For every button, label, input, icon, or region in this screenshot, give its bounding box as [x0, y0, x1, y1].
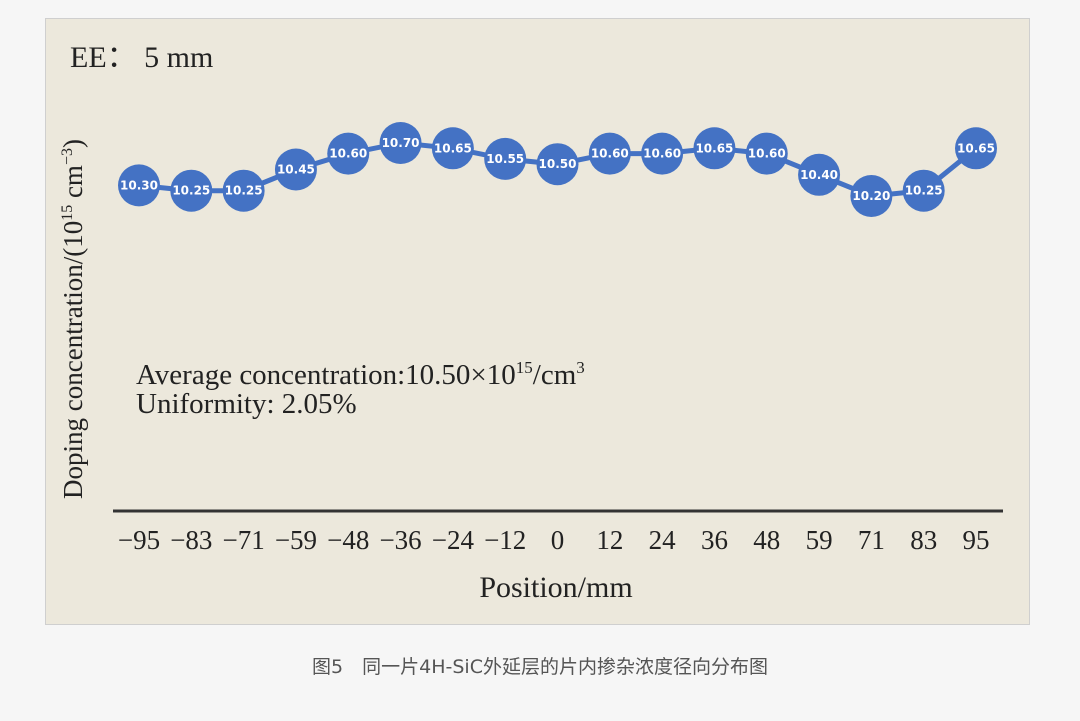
data-point	[798, 153, 841, 196]
average-annotation: Average concentration:10.50×1015/cm3	[136, 358, 585, 391]
x-tick-label: −95	[118, 525, 160, 555]
y-axis-label-close: )	[58, 139, 88, 148]
data-label: 10.25	[905, 184, 943, 198]
data-label: 10.50	[539, 157, 577, 171]
average-annotation-exp1: 15	[516, 358, 533, 377]
data-label: 10.45	[277, 163, 315, 177]
x-tick-label: 12	[596, 525, 623, 555]
data-point	[588, 132, 631, 175]
x-tick-label: −71	[223, 525, 265, 555]
x-tick-label: 24	[649, 525, 677, 555]
data-point	[431, 127, 474, 170]
x-tick-label: 83	[910, 525, 937, 555]
data-point	[327, 132, 370, 175]
data-label: 10.70	[382, 136, 420, 150]
data-point	[118, 164, 160, 207]
x-tick-label: 71	[858, 525, 885, 555]
data-label: 10.65	[957, 141, 995, 155]
data-point	[745, 132, 788, 175]
data-point	[902, 169, 945, 212]
data-label: 10.25	[172, 184, 210, 198]
data-label: 10.65	[695, 141, 733, 155]
y-axis-label-unit: cm	[58, 165, 88, 205]
x-tick-label: 36	[701, 525, 728, 555]
doping-chart: EE： 5 mm Doping concentration/(1015 cm−3…	[58, 41, 1003, 604]
data-point	[536, 143, 579, 186]
data-point	[850, 175, 893, 217]
y-axis-label-main: Doping concentration/(10	[58, 221, 88, 499]
data-label: 10.25	[225, 184, 263, 198]
x-tick-label: −59	[275, 525, 317, 555]
data-point	[693, 127, 736, 170]
x-tick-label: 48	[753, 525, 780, 555]
chart-title: EE： 5 mm	[70, 41, 213, 74]
x-tick-label: −83	[170, 525, 212, 555]
data-label: 10.30	[120, 178, 158, 192]
data-label: 10.55	[486, 152, 524, 166]
data-point	[955, 127, 997, 170]
y-axis-label-exp1: 15	[59, 205, 76, 221]
average-annotation-exp2: 3	[576, 358, 585, 377]
x-tick-label: −48	[327, 525, 369, 555]
data-label: 10.20	[852, 189, 890, 203]
x-tick-label: −24	[432, 525, 475, 555]
x-tick-label: −12	[484, 525, 526, 555]
data-label: 10.60	[643, 147, 681, 161]
uniformity-annotation: Uniformity: 2.05%	[136, 388, 357, 420]
y-axis-label-exp2: −3	[59, 148, 76, 165]
x-tick-label: −36	[379, 525, 421, 555]
data-point	[484, 137, 527, 180]
data-point	[170, 169, 213, 212]
figure-panel: EE： 5 mm Doping concentration/(1015 cm−3…	[45, 18, 1030, 625]
y-axis-label: Doping concentration/(1015 cm−3)	[58, 139, 88, 499]
data-point	[641, 132, 684, 175]
data-label: 10.60	[591, 147, 629, 161]
average-annotation-prefix: Average concentration:10.50×10	[136, 359, 516, 391]
data-label: 10.40	[800, 168, 838, 182]
data-point	[222, 169, 265, 212]
data-label: 10.60	[329, 147, 367, 161]
data-point	[274, 148, 317, 191]
data-label: 10.60	[748, 147, 786, 161]
x-tick-label: 0	[551, 525, 565, 555]
x-tick-labels: −95 −83 −71 −59 −48 −36 −24 −12 0 12 24 36 48 59 71 83 9…	[118, 525, 990, 555]
x-tick-label: 59	[806, 525, 833, 555]
data-point	[379, 122, 422, 164]
average-annotation-unit: /cm	[533, 359, 577, 391]
figure-caption: 图5 同一片4H-SiC外延层的片内掺杂浓度径向分布图	[312, 656, 768, 678]
x-axis-label: Position/mm	[479, 571, 632, 604]
series-points: 10.30 10.25 10.25 10.45 10.60 10.70 10.65 10.55…	[118, 122, 997, 217]
x-tick-label: 95	[963, 525, 990, 555]
data-label: 10.65	[434, 141, 472, 155]
